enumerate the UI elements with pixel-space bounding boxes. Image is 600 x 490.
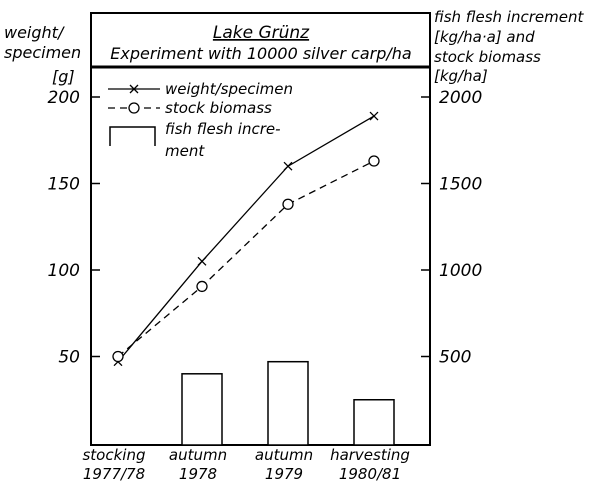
chart-title: Lake Grünz	[213, 23, 310, 43]
y-left-tick-label-0: 50	[58, 348, 80, 368]
y-left-tick-label-1: 100	[48, 261, 80, 281]
y-right-tick-label-1: 1000	[439, 261, 482, 281]
y-right-label-4: [kg/ha]	[434, 67, 488, 85]
series-0-point-1	[197, 256, 207, 266]
y-left-label-2: specimen	[4, 43, 81, 62]
bar-2	[353, 399, 395, 446]
y-left-ticks: 50 100 150 200	[48, 88, 100, 368]
legend-bar-label-1: fish flesh incre-	[165, 120, 281, 138]
y-right-label-1: fish flesh increment	[434, 8, 584, 26]
series-0-point-2	[283, 161, 293, 171]
legend-bar-marker	[109, 126, 156, 146]
series-1-point-0	[112, 350, 124, 363]
y-right-tick-label-3: 2000	[439, 88, 482, 108]
x-tick-label-1-1: 1978	[179, 465, 217, 483]
x-tick-label-3-0: harvesting	[330, 446, 410, 464]
x-tick-label-3-1: 1980/81	[339, 465, 401, 483]
y-right-label-3: stock biomass	[434, 48, 541, 66]
y-left-tick-label-3: 200	[48, 88, 80, 108]
x-tick-label-2-0: autumn	[255, 446, 313, 464]
series-0-point-3	[369, 111, 379, 121]
x-tick-labels: stocking1977/78autumn1978autumn1979harve…	[82, 446, 409, 483]
bar-0	[181, 373, 223, 446]
series-lines	[117, 115, 375, 363]
x-tick-label-0-1: 1977/78	[83, 465, 145, 483]
series-1-point-2	[282, 198, 294, 210]
y-right-ticks: 500 1000 1500 2000	[421, 88, 482, 368]
legend-biomass-label: stock biomass	[165, 99, 272, 117]
legend-weight-marker	[129, 84, 139, 94]
series-line-0	[117, 115, 375, 363]
series-1-point-3	[368, 155, 380, 167]
x-tick-label-1-0: autumn	[169, 446, 227, 464]
legend-bar-label-2: ment	[165, 142, 205, 160]
y-right-tick-label-2: 1500	[439, 175, 482, 195]
y-left-tick-label-2: 150	[48, 175, 80, 195]
bar-1	[267, 360, 309, 446]
chart-subtitle: Experiment with 10000 silver carp/ha	[110, 44, 411, 63]
series-markers	[112, 111, 380, 367]
y-right-tick-label-0: 500	[439, 348, 471, 368]
series-line-1	[117, 160, 375, 357]
legend: weight/specimen stock biomass fish flesh…	[108, 80, 293, 160]
bars	[181, 360, 395, 446]
plot-frame	[90, 12, 431, 446]
series-1-point-1	[196, 280, 208, 293]
x-tick-label-2-1: 1979	[265, 465, 303, 483]
y-left-label-1: weight/	[4, 23, 65, 42]
x-tick-label-0-0: stocking	[82, 446, 145, 464]
legend-weight-label: weight/specimen	[165, 80, 293, 98]
y-right-label-2: [kg/ha·a] and	[434, 28, 535, 46]
legend-biomass-marker	[128, 102, 140, 114]
y-left-label-3: [g]	[52, 67, 75, 86]
